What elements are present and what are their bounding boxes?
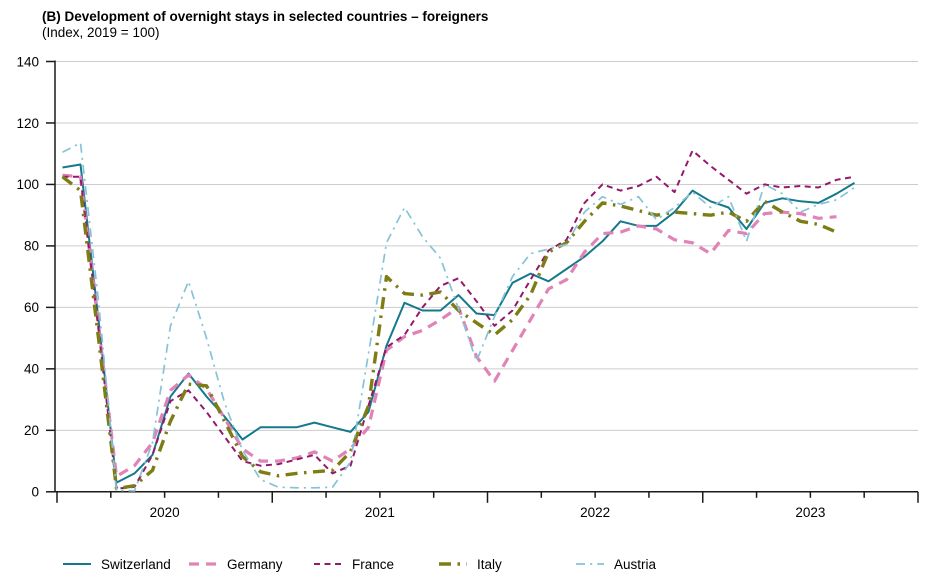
y-axis: 0 20 40 60 80 100 120 140: [16, 54, 56, 500]
gridlines: [55, 61, 918, 431]
legend: Switzerland Germany France Italy Austria: [0, 552, 930, 578]
y-tick-label: 120: [16, 116, 39, 131]
x-year-label: 2022: [580, 505, 610, 520]
y-tick-label: 140: [16, 54, 39, 69]
legend-item-france: France: [313, 552, 394, 576]
legend-item-italy: Italy: [438, 552, 502, 576]
x-year-label: 2023: [795, 505, 825, 520]
line-chart: 0 20 40 60 80 100 120 140 2020 2021 2022 2023: [16, 54, 919, 520]
series-line-austria: [62, 142, 855, 492]
legend-label-italy: Italy: [477, 556, 502, 572]
y-tick-label: 0: [31, 485, 39, 500]
y-tick-label: 100: [16, 177, 39, 192]
italy-line-icon: [439, 562, 467, 566]
page-title: (B) Development of overnight stays in se…: [42, 9, 489, 24]
legend-item-germany: Germany: [188, 552, 283, 576]
y-tick-label: 80: [24, 239, 39, 254]
austria-line-icon: [576, 563, 604, 565]
y-tick-label: 20: [24, 423, 39, 438]
y-tick-label: 40: [24, 362, 39, 377]
series-line-germany: [62, 173, 837, 478]
series-line-switzerland: [62, 163, 856, 484]
y-tick-label: 60: [24, 300, 39, 315]
france-line-icon: [314, 563, 342, 565]
legend-item-austria: Austria: [575, 552, 656, 576]
chart-subtitle: (Index, 2019 = 100): [42, 25, 160, 40]
legend-label-austria: Austria: [614, 556, 657, 572]
x-year-label: 2021: [365, 505, 395, 520]
legend-label-switzerland: Switzerland: [101, 556, 171, 572]
series-line-italy: [61, 175, 838, 491]
legend-label-france: France: [352, 556, 395, 572]
legend-item-switzerland: Switzerland: [62, 552, 171, 576]
x-axis: 2020 2021 2022 2023: [54, 491, 919, 520]
switzerland-line-icon: [63, 563, 91, 565]
x-year-label: 2020: [150, 505, 180, 520]
series-line-france: [62, 149, 855, 490]
legend-label-germany: Germany: [227, 556, 283, 572]
germany-line-icon: [189, 562, 217, 566]
chart-header: (B) Development of overnight stays in se…: [42, 9, 488, 41]
